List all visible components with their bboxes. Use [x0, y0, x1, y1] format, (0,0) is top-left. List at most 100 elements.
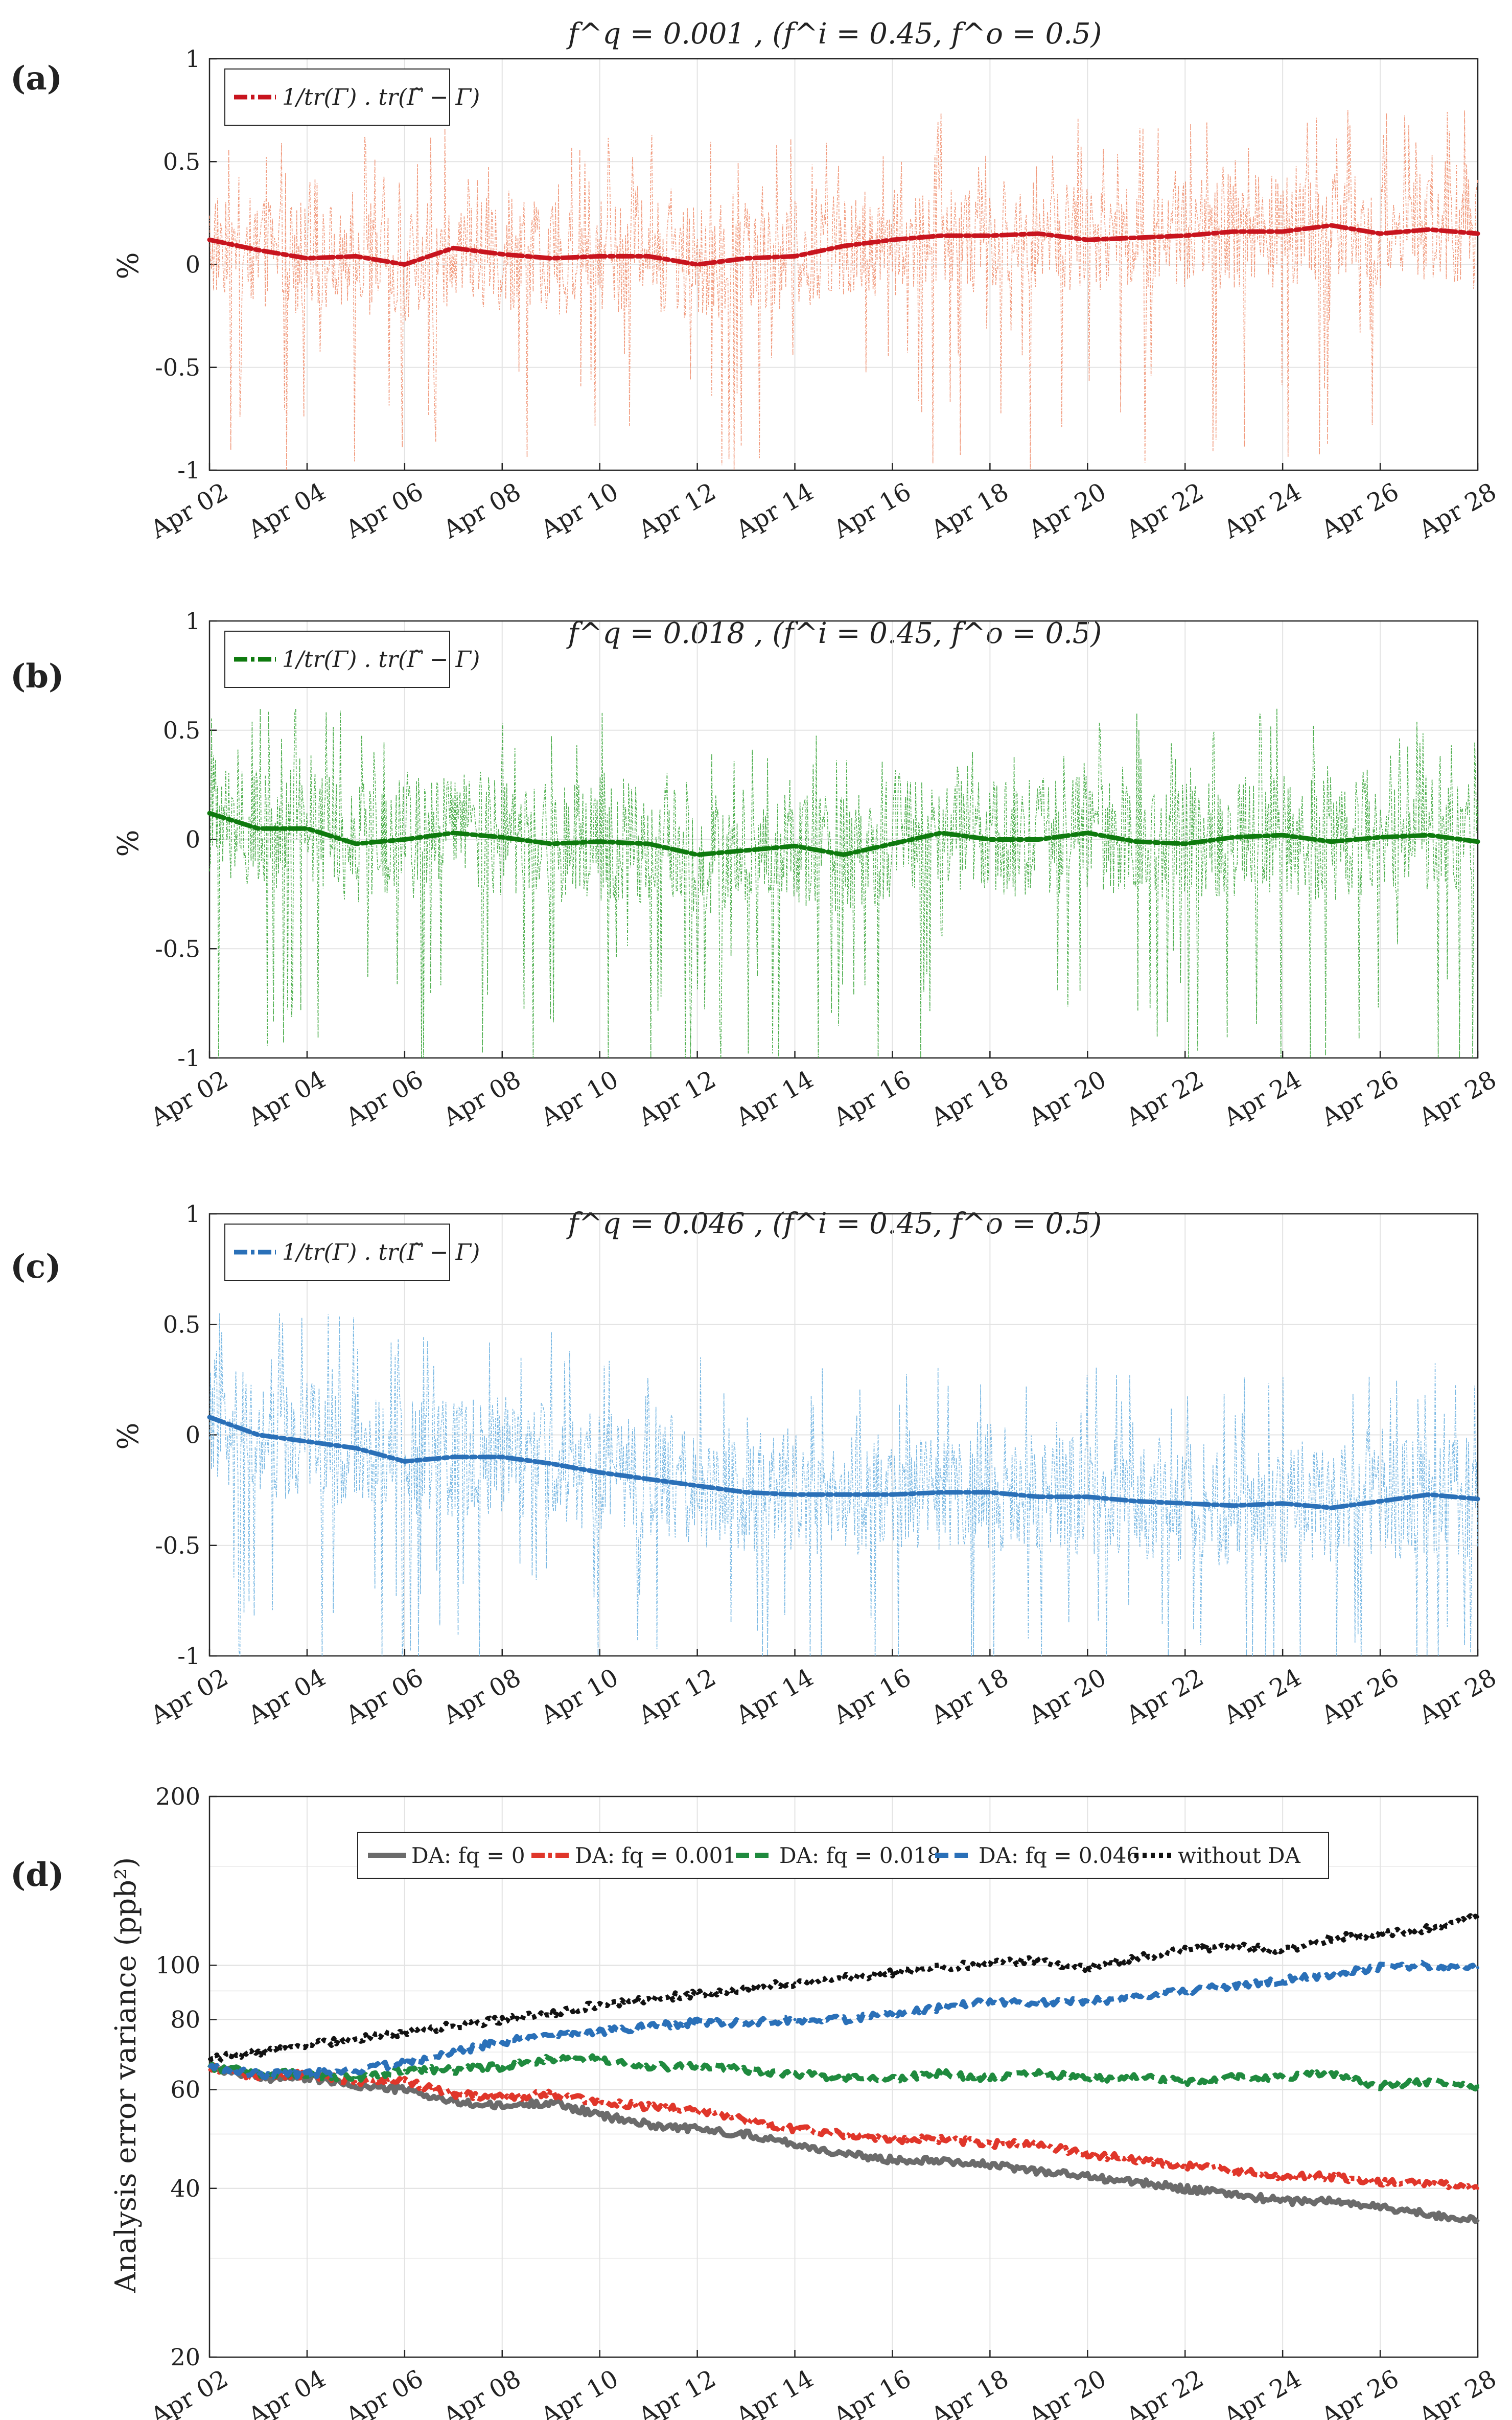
series-point [1134, 1956, 1138, 1960]
trend-point [305, 827, 309, 831]
series-point [695, 1992, 699, 1995]
trend-point [891, 238, 894, 242]
x-tick-label: Apr 12 [633, 477, 720, 544]
y-tick-label: 0 [185, 826, 200, 854]
trend-point [354, 255, 358, 258]
series-point [257, 2072, 260, 2076]
series-point [1330, 1936, 1333, 1940]
trend-point [257, 1433, 260, 1437]
panel-a: (a) f^q = 0.001 , (f^i = 0.45, f^o = 0.5… [10, 17, 1501, 544]
y-tick-label: 1 [185, 1200, 200, 1228]
panel-title: f^q = 0.018 , (f^i = 0.45, f^o = 0.5) [566, 617, 1102, 650]
panel-label: (a) [10, 59, 62, 98]
x-tick-label: Apr 26 [1316, 2364, 1404, 2420]
series-point [598, 2113, 601, 2117]
trend-point [1379, 232, 1382, 236]
trend-point [891, 1493, 894, 1496]
series-point [208, 2065, 211, 2068]
x-tick-label: Apr 10 [536, 1663, 623, 1730]
trend-point [891, 842, 894, 846]
x-tick-label: Apr 18 [926, 2364, 1013, 2420]
series-point [1330, 2175, 1333, 2178]
series-point [842, 2018, 845, 2021]
series-point [1183, 1947, 1187, 1950]
trend-point [1281, 230, 1285, 234]
trend-point [1476, 1497, 1479, 1501]
legend-label: DA: fq = 0.046 [979, 1843, 1140, 1868]
panel-b: (b) f^q = 0.018 , (f^i = 0.45, f^o = 0.5… [10, 607, 1501, 1132]
legend-label: 1/tr(Γ) . tr(Γ̃ − Γ) [282, 1239, 480, 1265]
series-point [647, 2065, 650, 2068]
series-point [1427, 1927, 1431, 1931]
x-tick-label: Apr 12 [633, 2364, 720, 2420]
y-tick-label: 60 [170, 2076, 200, 2104]
series-point [1134, 2158, 1138, 2161]
series-point [1379, 2205, 1382, 2209]
x-tick-label: Apr 16 [828, 2364, 916, 2420]
series-point [939, 2137, 943, 2141]
x-tick-label: Apr 26 [1316, 477, 1404, 544]
series-point [647, 1997, 650, 2001]
panel-title: f^q = 0.046 , (f^i = 0.45, f^o = 0.5) [566, 1207, 1102, 1240]
series-point [354, 2068, 358, 2072]
x-tick-label: Apr 04 [243, 2364, 330, 2420]
y-tick-label: -1 [177, 456, 200, 484]
x-tick-label: Apr 24 [1219, 2364, 1306, 2420]
trend-point [1037, 232, 1040, 236]
x-tick-label: Apr 06 [340, 477, 428, 544]
series-point [549, 2101, 553, 2104]
trend-point [745, 257, 748, 260]
trend-point [647, 1478, 650, 1481]
series-point [842, 2153, 845, 2156]
series-point [793, 2128, 797, 2131]
trend-point [1086, 238, 1089, 242]
x-tick-label: Apr 14 [731, 1065, 818, 1132]
series-point [1183, 2186, 1187, 2190]
trend-point [500, 1455, 504, 1459]
series-point [598, 2003, 601, 2007]
trend-point [549, 1462, 553, 1465]
trend-point [793, 844, 797, 848]
series-point [745, 2068, 748, 2072]
legend-label: DA: fq = 0 [411, 1843, 525, 1868]
trend-point [1476, 232, 1479, 236]
series-point [891, 2012, 894, 2015]
trend-point [695, 263, 699, 266]
series-point [354, 2037, 358, 2040]
x-tick-label: Apr 28 [1414, 1663, 1501, 1730]
series-point [354, 2084, 358, 2087]
series-point [1476, 2186, 1479, 2190]
series-point [500, 2105, 504, 2108]
series-point [1037, 2142, 1040, 2146]
series-point [598, 2101, 601, 2104]
series-point [647, 2024, 650, 2027]
series-point [939, 2072, 943, 2076]
series-point [452, 2101, 455, 2104]
series-point [500, 2096, 504, 2100]
series-line-3 [207, 1960, 1479, 2080]
series-point [403, 2088, 406, 2091]
series-point [1379, 1966, 1382, 1970]
x-tick-label: Apr 22 [1121, 1065, 1208, 1132]
axes-box [208, 1795, 1479, 2358]
series-point [1281, 2199, 1285, 2203]
series-point [891, 2076, 894, 2080]
trend-point [1330, 840, 1333, 843]
trend-point [695, 853, 699, 857]
series-point [500, 2065, 504, 2068]
series-point [1330, 1973, 1333, 1977]
series-point [842, 2076, 845, 2080]
trend-point [549, 842, 553, 846]
trend-point [500, 836, 504, 839]
series-point [842, 1976, 845, 1979]
y-tick-label: 0 [185, 1421, 200, 1449]
trend-point [452, 1455, 455, 1459]
trend-point [939, 831, 943, 835]
x-tick-label: Apr 16 [828, 477, 916, 544]
series-point [1037, 2072, 1040, 2076]
trend-point [257, 827, 260, 831]
series-point [1086, 2153, 1089, 2156]
x-tick-label: Apr 06 [340, 1065, 428, 1132]
trend-point [598, 1471, 601, 1474]
series-point [598, 2030, 601, 2034]
